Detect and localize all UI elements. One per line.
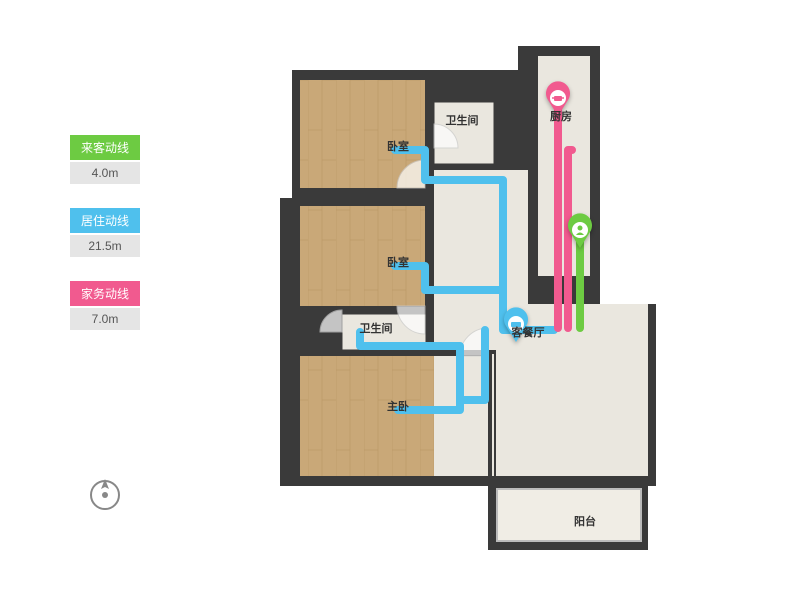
room-label-kitchen: 厨房 — [550, 109, 572, 123]
legend-guest: 来客动线 4.0m — [70, 135, 140, 184]
legend-house-value: 7.0m — [70, 308, 140, 330]
room-label-bedroom1: 卧室 — [387, 139, 409, 153]
room-label-livedine: 客餐厅 — [511, 325, 545, 339]
room-label-master: 主卧 — [387, 399, 409, 413]
floor-plan: 卧室卧室主卧卫生间卫生间厨房客餐厅阳台 — [280, 30, 670, 585]
legend-guest-value: 4.0m — [70, 162, 140, 184]
compass-icon — [85, 475, 125, 515]
room-label-balcony: 阳台 — [574, 514, 596, 528]
legend-living: 居住动线 21.5m — [70, 208, 140, 257]
legend-house: 家务动线 7.0m — [70, 281, 140, 330]
legend-living-value: 21.5m — [70, 235, 140, 257]
legend-guest-label: 来客动线 — [70, 135, 140, 160]
legend: 来客动线 4.0m 居住动线 21.5m 家务动线 7.0m — [70, 135, 140, 354]
room-label-bath1: 卫生间 — [446, 113, 479, 127]
room-label-bath2: 卫生间 — [360, 321, 393, 335]
legend-living-label: 居住动线 — [70, 208, 140, 233]
room-label-bedroom2: 卧室 — [387, 255, 409, 269]
legend-house-label: 家务动线 — [70, 281, 140, 306]
